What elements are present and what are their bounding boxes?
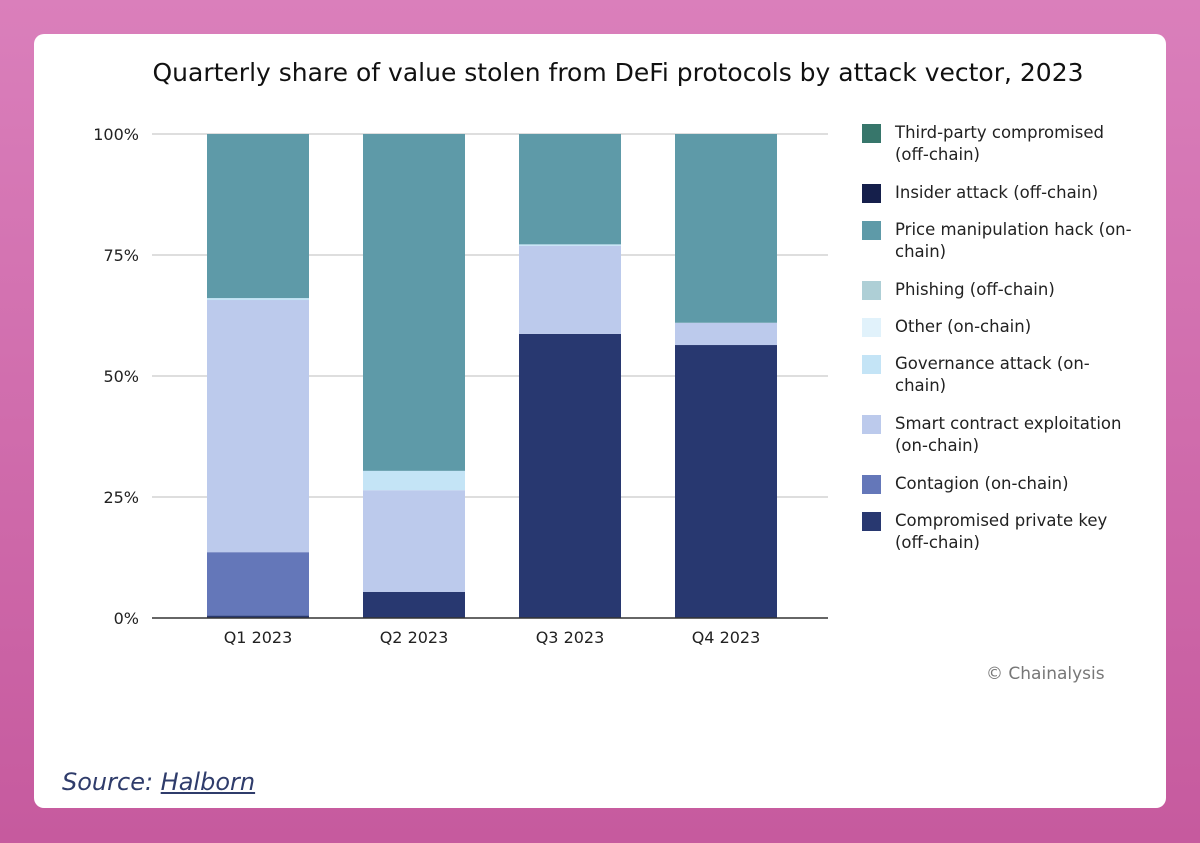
legend-label: Price manipulation hack (on-chain) [895,220,1132,261]
bar-segment [363,591,465,618]
legend-item: Contagion (on-chain) [862,473,1069,495]
chainalysis-credit: © Chainalysis [986,664,1105,684]
legend-label: Insider attack (off-chain) [895,183,1099,202]
legend-item: Compromised private key (off-chain) [862,510,1107,554]
bar-segment [207,615,309,618]
legend-item: Price manipulation hack (on-chain) [862,219,1132,263]
bar-segment [675,345,777,618]
legend-swatch [862,124,881,143]
legend-label: Governance attack (on-chain) [895,354,1090,395]
bar-segment [207,134,309,299]
legend-swatch [862,355,881,374]
y-tick-label: 75% [103,246,139,265]
legend-item: Phishing (off-chain) [862,279,1055,301]
legend-item: Smart contract exploitation (on-chain) [862,413,1121,457]
x-tick-label: Q1 2023 [224,628,293,647]
bar-segment [363,134,465,471]
bar-segment [675,134,777,323]
legend-swatch [862,281,881,300]
bar-segment [207,552,309,616]
legend-item: Insider attack (off-chain) [862,182,1098,204]
legend-label: Phishing (off-chain) [895,280,1055,299]
legend-swatch [862,475,881,494]
y-tick-label: 0% [114,609,139,628]
legend-label: Third-party compromised (off-chain) [895,123,1104,164]
bar-segment [207,300,309,553]
legend-label: Compromised private key (off-chain) [895,511,1108,552]
bar-segment [675,322,777,346]
legend-label: Other (on-chain) [895,317,1032,336]
x-tick-label: Q3 2023 [536,628,605,647]
legend-swatch [862,184,881,203]
bar-segment [363,470,465,491]
y-tick-label: 50% [103,367,139,386]
x-tick-label: Q2 2023 [380,628,449,647]
legend-swatch [862,415,881,434]
bar-segment [519,244,621,246]
source-link-halborn[interactable]: Halborn [160,768,256,796]
legend-swatch [862,221,881,240]
legend-swatch [862,318,881,337]
x-tick-label: Q4 2023 [692,628,761,647]
legend-item: Third-party compromised (off-chain) [862,122,1104,166]
bar-segment [519,245,621,334]
bar-segment [207,298,309,301]
bar-segment [519,134,621,245]
legend-item: Governance attack (on-chain) [862,353,1090,397]
bar-segment [363,490,465,592]
chart-title: Quarterly share of value stolen from DeF… [152,58,1084,87]
y-tick-label: 25% [103,488,139,507]
legend-label: Smart contract exploitation (on-chain) [895,414,1122,455]
source-note: Source: Halborn [62,768,255,796]
y-tick-label: 100% [93,125,139,144]
legend-swatch [862,512,881,531]
legend-label: Contagion (on-chain) [895,474,1069,493]
legend-item: Other (on-chain) [862,316,1031,338]
source-prefix: Source: [62,768,161,796]
bar-segment [519,333,621,618]
